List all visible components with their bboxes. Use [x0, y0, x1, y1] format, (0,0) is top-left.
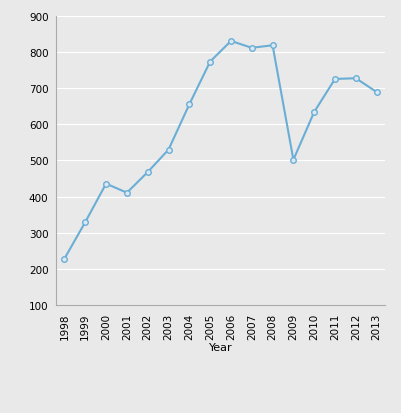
Trade deficit (in billions of dollars) [83, 220, 88, 225]
Trade deficit (in billions of dollars) [270, 44, 275, 49]
Trade deficit (in billions of dollars) [332, 77, 337, 82]
Trade deficit (in billions of dollars) [104, 182, 109, 187]
X-axis label: Year: Year [209, 342, 232, 352]
Trade deficit (in billions of dollars) [291, 158, 296, 163]
Line: Trade deficit (in billions of dollars): Trade deficit (in billions of dollars) [62, 39, 379, 262]
Trade deficit (in billions of dollars) [208, 60, 213, 65]
Trade deficit (in billions of dollars) [145, 170, 150, 175]
Trade deficit (in billions of dollars) [62, 256, 67, 261]
Trade deficit (in billions of dollars) [166, 148, 171, 153]
Trade deficit (in billions of dollars) [249, 46, 254, 51]
Trade deficit (in billions of dollars) [353, 76, 358, 81]
Trade deficit (in billions of dollars) [229, 39, 233, 44]
Trade deficit (in billions of dollars) [124, 191, 129, 196]
Trade deficit (in billions of dollars) [374, 90, 379, 95]
Trade deficit (in billions of dollars) [312, 110, 317, 115]
Trade deficit (in billions of dollars) [187, 102, 192, 107]
